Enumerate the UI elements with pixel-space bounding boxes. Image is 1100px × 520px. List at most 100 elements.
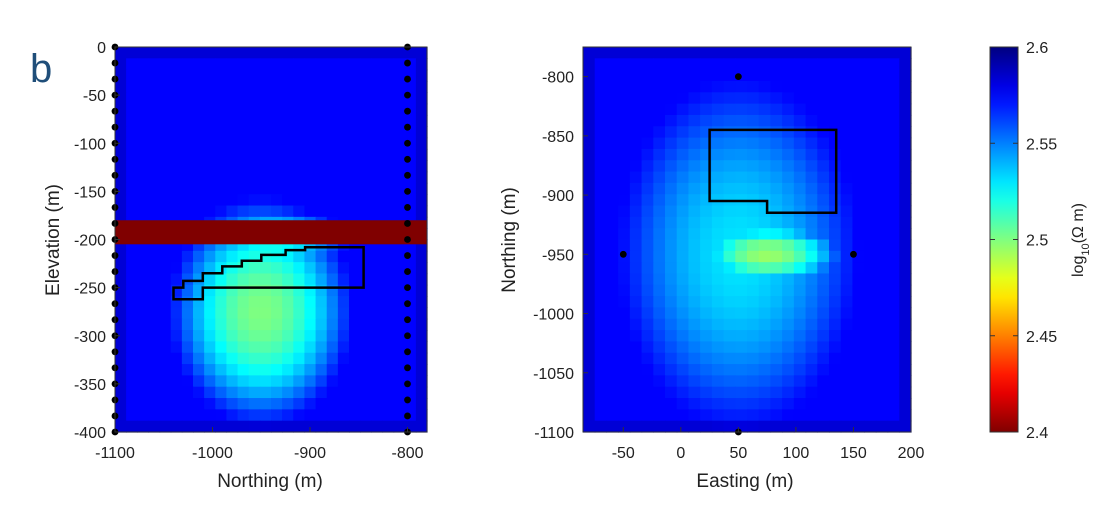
heatmap-cell (782, 262, 795, 275)
heatmap-cell (817, 375, 830, 388)
heatmap-cell (829, 330, 842, 343)
heatmap-cell (711, 420, 725, 433)
heatmap-cell (864, 47, 877, 59)
heatmap-cell (193, 194, 205, 207)
heatmap-cell (594, 250, 608, 263)
heatmap-cell (137, 250, 150, 263)
heatmap-cell (829, 80, 842, 93)
heatmap-cell (393, 352, 406, 365)
heatmap-cell (641, 420, 654, 433)
heatmap-cell (723, 228, 736, 241)
heatmap-cell (415, 386, 428, 399)
heatmap-cell (181, 160, 194, 173)
heatmap-cell (315, 114, 328, 127)
heatmap-cell (805, 137, 818, 150)
heatmap-cell (204, 58, 216, 71)
heatmap-cell (793, 239, 807, 252)
heatmap-cell (271, 80, 283, 93)
heatmap-cell (864, 160, 877, 173)
heatmap-cell (181, 250, 194, 263)
heatmap-cell (899, 296, 912, 309)
heatmap-cell (115, 341, 127, 354)
heatmap-cell (782, 103, 795, 116)
heatmap-cell (282, 182, 294, 195)
heatmap-cell (875, 103, 889, 116)
heatmap-cell (887, 250, 900, 263)
heatmap-cell (711, 171, 725, 184)
heatmap-cell (817, 330, 830, 343)
heatmap-cell (793, 398, 807, 410)
heatmap-cell (248, 126, 261, 139)
heatmap-cell (226, 69, 239, 82)
heatmap-cell (226, 171, 239, 184)
heatmap-cell (337, 409, 350, 422)
heatmap-cell (817, 250, 830, 263)
heatmap-cell (641, 352, 654, 365)
heatmap-cell (293, 330, 306, 343)
heatmap-cell (304, 409, 317, 422)
heatmap-cell (653, 284, 666, 297)
plan-target-outline (708, 128, 838, 215)
heatmap-cell (817, 341, 830, 354)
heatmap-cell (899, 58, 912, 71)
heatmap-cell (393, 420, 406, 433)
heatmap-cell (337, 148, 350, 161)
heatmap-cell (349, 103, 361, 116)
heatmap-cell (641, 341, 654, 354)
heatmap-cell (641, 92, 654, 105)
heatmap-cell (360, 194, 372, 207)
heatmap-cell (594, 398, 608, 410)
heatmap-cell (875, 330, 889, 343)
heatmap-cell (747, 47, 760, 59)
heatmap-cell (758, 58, 772, 71)
heatmap-cell (653, 171, 666, 184)
heatmap-cell (688, 114, 701, 127)
heatmap-cell (805, 239, 818, 252)
heatmap-cell (304, 375, 317, 388)
y-tick-label: -1050 (533, 366, 574, 383)
heatmap-cell (782, 160, 795, 173)
heatmap-cell (349, 364, 361, 376)
heatmap-cell (315, 318, 328, 331)
heatmap-cell (315, 352, 328, 365)
heatmap-cell (793, 284, 807, 297)
heatmap-cell (711, 375, 725, 388)
heatmap-cell (676, 375, 690, 388)
heatmap-cell (415, 205, 428, 218)
heatmap-cell (594, 239, 608, 252)
heatmap-cell (711, 137, 725, 150)
heatmap-cell (337, 69, 350, 82)
heatmap-cell (758, 92, 772, 105)
heatmap-cell (271, 420, 283, 433)
heatmap-cell (606, 126, 619, 139)
electrode-lines (111, 43, 411, 436)
heatmap-cell (137, 386, 150, 399)
heatmap-cell (226, 364, 239, 376)
heatmap-cell (688, 92, 701, 105)
heatmap-cell (711, 69, 725, 82)
heatmap-cell (875, 80, 889, 93)
heatmap-cell (594, 126, 608, 139)
heatmap-cell (665, 352, 678, 365)
heatmap-cell (782, 341, 795, 354)
heatmap-cell (159, 386, 172, 399)
heatmap-cell (248, 307, 261, 320)
electrode-point (404, 268, 411, 275)
electrode-point (404, 236, 411, 243)
heatmap-cell (758, 318, 772, 331)
heatmap-cell (170, 92, 183, 105)
heatmap-cell (770, 47, 783, 59)
heatmap-cell (735, 58, 748, 71)
heatmap-cell (817, 80, 830, 93)
heatmap-cell (629, 194, 643, 207)
heatmap-cell (618, 103, 631, 116)
heatmap-cell (282, 296, 294, 309)
heatmap-cell (215, 352, 228, 365)
heatmap-cell (304, 420, 317, 433)
heatmap-cell (304, 103, 317, 116)
heatmap-cell (115, 398, 127, 410)
heatmap-cell (248, 318, 261, 331)
heatmap-cell (817, 114, 830, 127)
heatmap-cell (629, 58, 643, 71)
heatmap-cell (115, 69, 127, 82)
